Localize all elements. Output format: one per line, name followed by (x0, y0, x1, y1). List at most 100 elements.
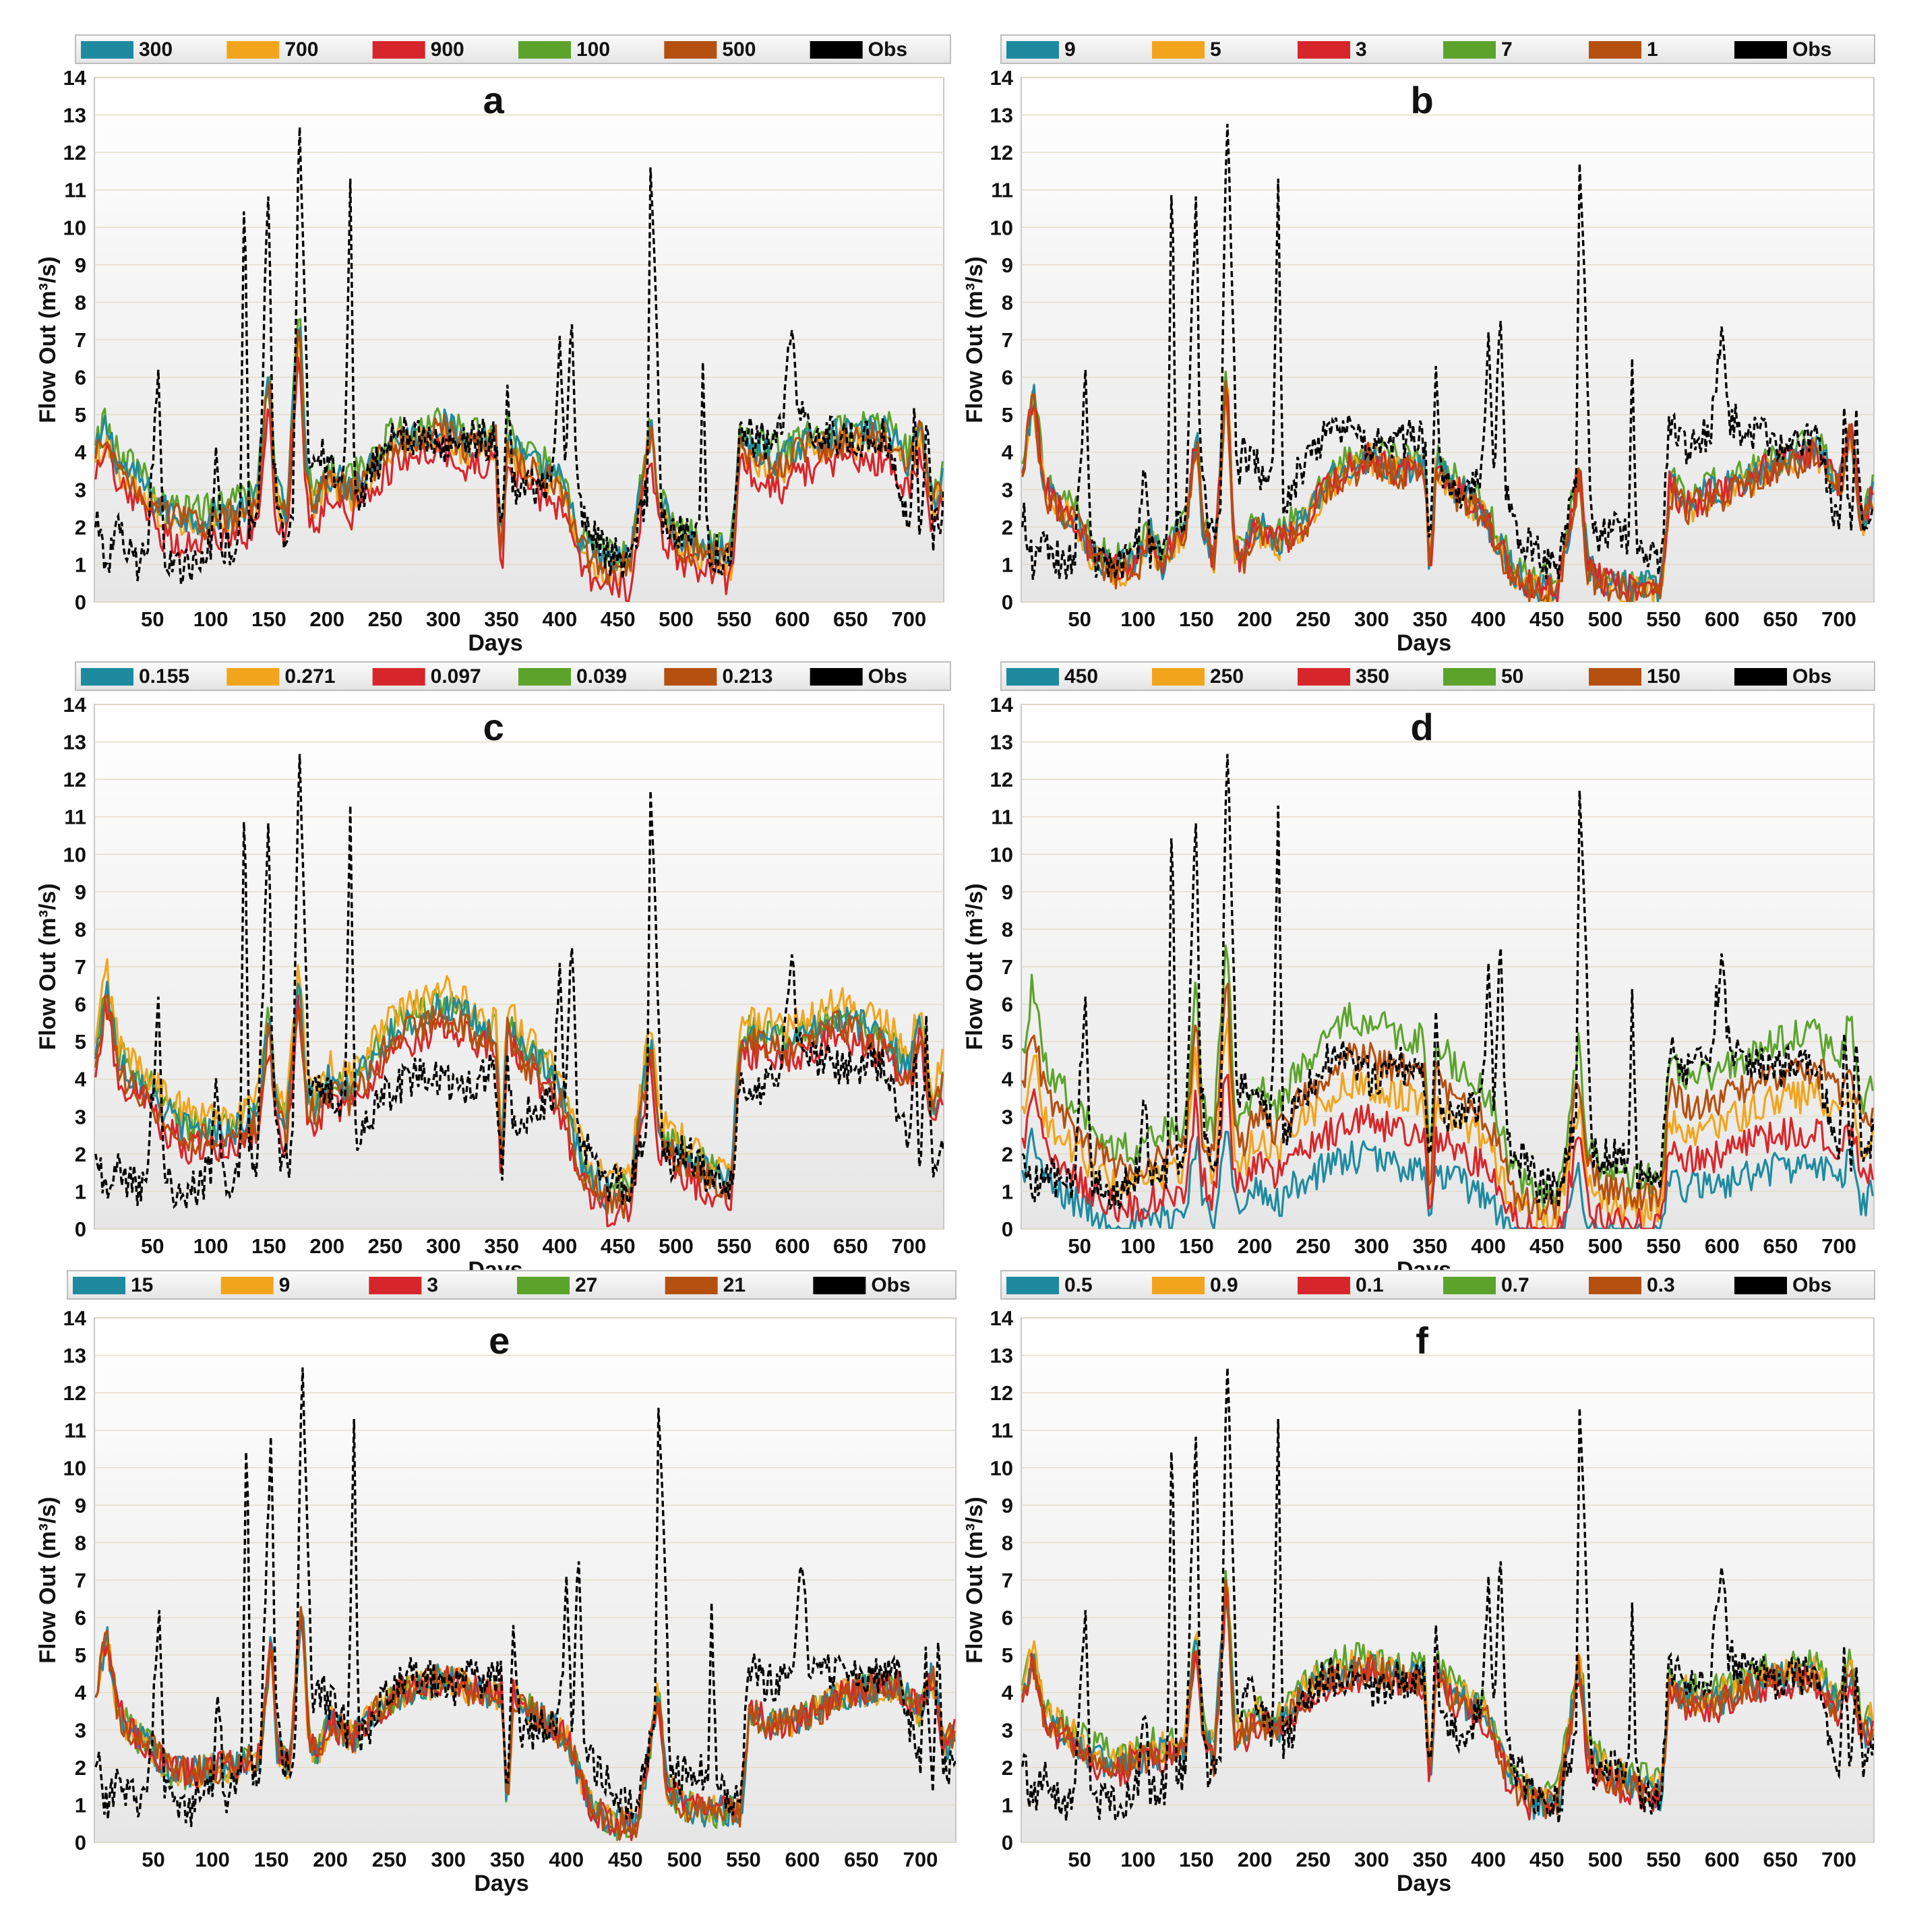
legend-label: Obs (1792, 665, 1831, 688)
legend-label: 0.213 (722, 665, 772, 688)
x-tick-label: 50 (141, 1234, 164, 1258)
x-tick-label: 300 (431, 1848, 466, 1871)
x-tick-label: 650 (1763, 607, 1798, 631)
x-tick-label: 650 (833, 607, 868, 631)
legend-label: 350 (1356, 665, 1389, 688)
y-tick-label: 12 (63, 1381, 86, 1405)
series-line-obs (1021, 123, 1874, 580)
x-tick-label: 600 (1705, 1234, 1740, 1258)
legend-label: 9 (279, 1274, 291, 1296)
legend-label: 500 (722, 38, 756, 61)
x-axis-title: Days (468, 630, 522, 656)
legend-frame (1000, 34, 1875, 64)
legend-swatch (1298, 1277, 1350, 1294)
x-tick-label: 200 (1238, 1234, 1273, 1258)
x-tick-label: 250 (1296, 1848, 1331, 1871)
series-line-0.1 (1021, 1590, 1874, 1821)
y-tick-label: 7 (75, 328, 86, 352)
y-tick-label: 11 (64, 179, 86, 202)
y-tick-label: 4 (75, 1681, 87, 1705)
y-tick-label: 8 (75, 1531, 86, 1554)
legend-swatch (73, 1277, 125, 1294)
y-tick-label: 6 (75, 366, 86, 390)
panel-title: e (489, 1319, 510, 1362)
y-tick-label: 13 (990, 1344, 1013, 1368)
y-tick-label: 14 (990, 66, 1014, 90)
y-tick-label: 5 (1002, 403, 1013, 427)
y-tick-label: 10 (990, 1456, 1013, 1480)
x-tick-label: 150 (1179, 1848, 1214, 1871)
y-tick-label: 6 (75, 993, 86, 1017)
x-tick-label: 450 (608, 1848, 643, 1871)
series-line-obs (94, 1367, 956, 1828)
legend-label: 100 (576, 38, 610, 61)
y-tick-label: 4 (75, 441, 87, 464)
legend-swatch (1443, 41, 1496, 59)
legend-swatch (1443, 1277, 1496, 1294)
legend-label: 27 (575, 1274, 597, 1296)
x-tick-label: 100 (1120, 1848, 1155, 1871)
legend-swatch (813, 1277, 866, 1294)
y-tick-label: 3 (75, 478, 86, 502)
legend-swatch (81, 668, 133, 686)
legend-label: Obs (1792, 38, 1831, 61)
y-tick-label: 8 (75, 291, 86, 314)
x-tick-label: 300 (426, 607, 461, 631)
legend-swatch (1006, 1277, 1059, 1294)
x-tick-label: 50 (1068, 1234, 1091, 1258)
x-tick-label: 400 (1471, 607, 1506, 631)
x-tick-label: 350 (490, 1848, 525, 1871)
y-tick-label: 14 (990, 693, 1014, 717)
x-tick-label: 400 (543, 1234, 578, 1258)
series-line-300 (94, 326, 944, 571)
y-tick-label: 13 (63, 731, 86, 754)
series-line-50 (1021, 944, 1874, 1209)
y-axis-title: Flow Out (m³/s) (962, 883, 988, 1050)
legend-swatch (372, 41, 425, 59)
series-line-7 (1021, 370, 1874, 597)
x-tick-label: 450 (1529, 1848, 1565, 1871)
x-tick-label: 200 (309, 1234, 344, 1258)
y-tick-label: 0 (75, 1217, 86, 1241)
x-tick-label: 250 (372, 1848, 407, 1871)
x-tick-label: 200 (313, 1848, 348, 1871)
y-tick-label: 0 (1002, 591, 1013, 614)
legend-label: Obs (868, 665, 907, 688)
x-tick-label: 450 (1529, 1234, 1565, 1258)
panel-f: 0.5 0.9 0.1 0.7 0.3 Obs0123456789101112131450… (962, 1270, 1875, 1896)
y-tick-label: 10 (63, 843, 86, 866)
legend-c: 0.155 0.271 0.097 0.039 0.213 Obs (75, 661, 951, 691)
legend-frame (75, 661, 951, 691)
y-tick-label: 13 (990, 104, 1013, 127)
series-line-21 (94, 1606, 956, 1840)
y-tick-label: 13 (990, 731, 1013, 754)
x-tick-label: 400 (1471, 1234, 1506, 1258)
series-line-450 (1021, 1127, 1874, 1229)
x-tick-label: 50 (1068, 607, 1091, 631)
y-tick-label: 11 (64, 1419, 86, 1443)
x-tick-label: 500 (659, 607, 694, 631)
legend-swatch (220, 1277, 274, 1294)
legend-label: 50 (1501, 665, 1523, 688)
y-tick-label: 9 (1002, 880, 1013, 904)
legend-label: 0.3 (1647, 1274, 1675, 1296)
x-tick-label: 650 (844, 1848, 879, 1871)
legend-label: 0.097 (431, 665, 481, 688)
x-tick-label: 500 (1588, 1234, 1623, 1258)
legend-label: 3 (1356, 38, 1367, 61)
legend-swatch (518, 668, 571, 686)
x-tick-label: 500 (659, 1234, 694, 1258)
y-tick-label: 4 (75, 1068, 87, 1091)
y-tick-label: 2 (75, 1756, 86, 1780)
x-tick-label: 100 (195, 1848, 230, 1871)
y-axis-title: Flow Out (m³/s) (35, 883, 61, 1050)
series-line-0.3 (1021, 1579, 1874, 1818)
legend-swatch (226, 668, 280, 686)
legend-label: 0.7 (1501, 1274, 1529, 1296)
x-tick-label: 500 (1588, 1848, 1623, 1871)
x-tick-label: 200 (1238, 607, 1273, 631)
x-tick-label: 250 (1296, 1234, 1331, 1258)
y-tick-label: 11 (64, 806, 86, 829)
legend-label: 7 (1501, 38, 1513, 61)
x-tick-label: 700 (891, 1234, 926, 1258)
